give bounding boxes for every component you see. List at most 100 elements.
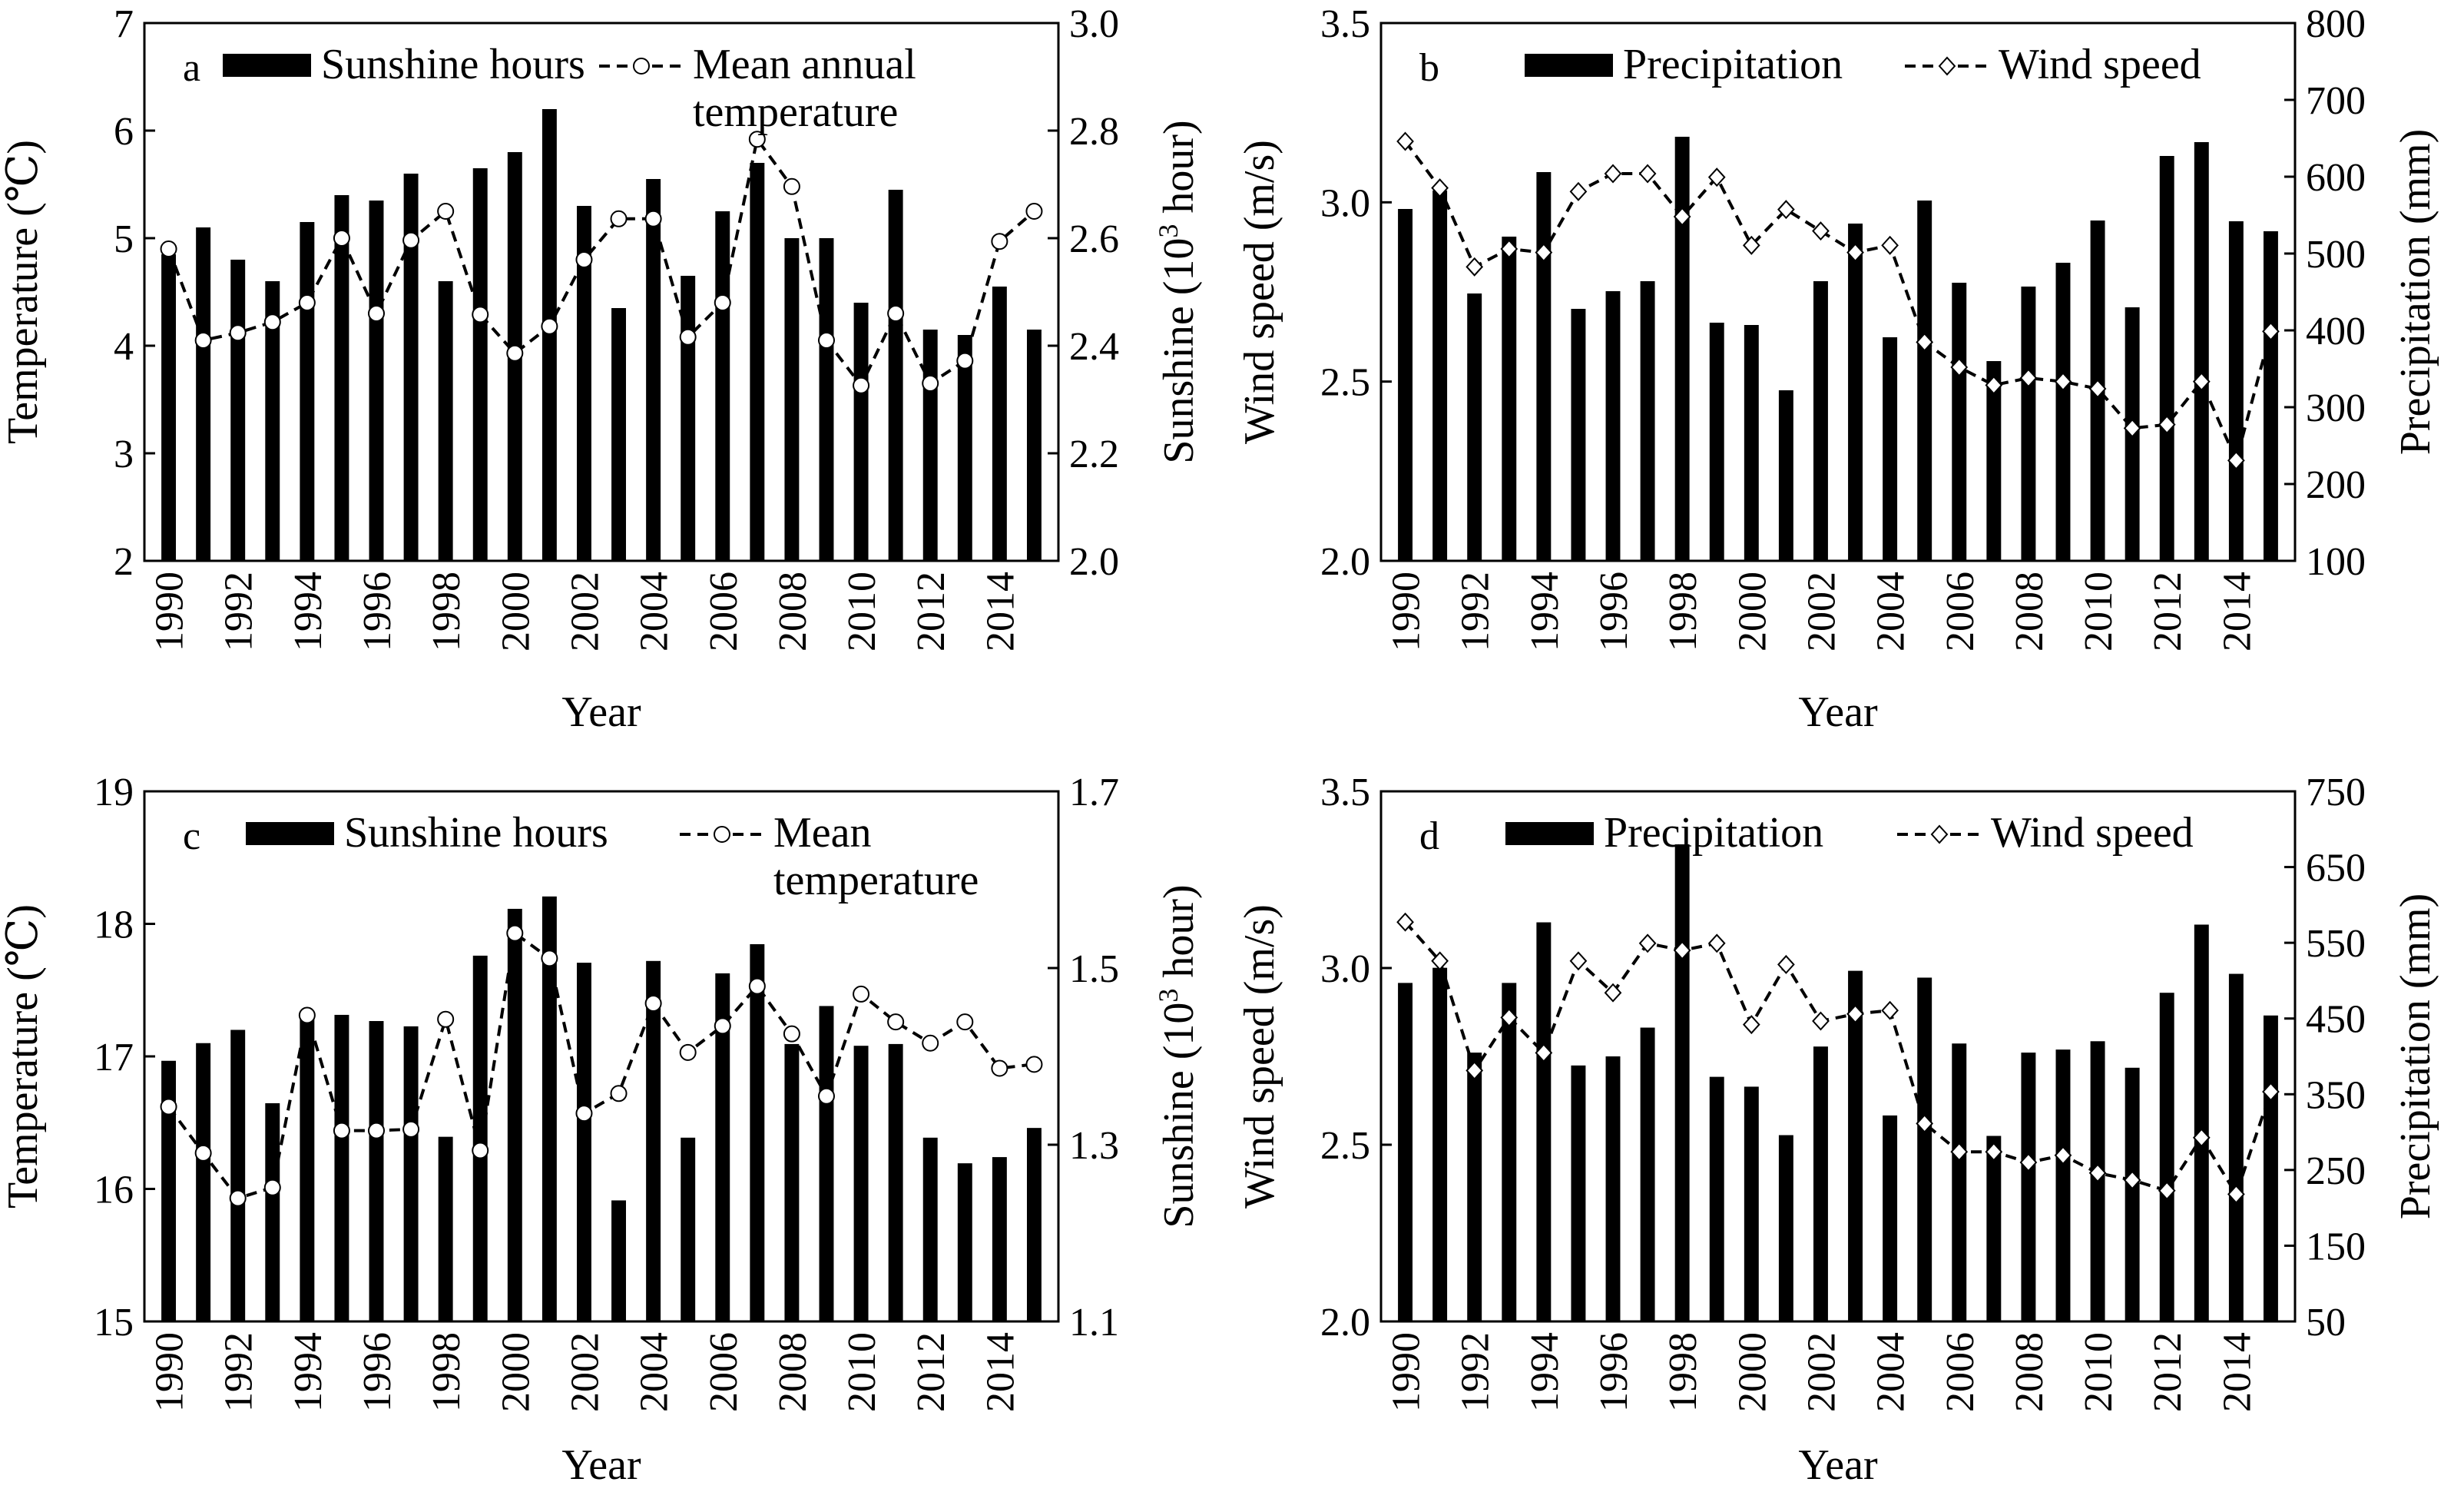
bar-precipitation-2001	[1778, 390, 1793, 561]
line-point-2013	[956, 352, 974, 370]
bar-precipitation-2008	[2021, 1053, 2036, 1321]
line-point-2007	[1985, 1142, 2003, 1162]
line-point-1994	[298, 294, 316, 311]
x-tick-label: 1996	[356, 1332, 399, 1412]
bar-sunshine-hours-2006	[715, 973, 730, 1321]
right-axis-title: Sunshine (103 hour)	[1153, 884, 1203, 1228]
line-point-2009	[2054, 372, 2072, 392]
bar-precipitation-2006	[1952, 1043, 1967, 1321]
bar-precipitation-1999	[1709, 1076, 1724, 1321]
bar-sunshine-hours-2001	[541, 109, 557, 561]
bar-sunshine-hours-2010	[853, 1046, 869, 1321]
bar-precipitation-1990	[1398, 209, 1413, 561]
line-point-2005	[679, 328, 697, 346]
line-point-1997	[402, 231, 420, 249]
line-point-1998	[1673, 940, 1691, 960]
bar-sunshine-hours-1997	[403, 1026, 419, 1321]
line-point-1993	[1500, 239, 1518, 259]
bar-sunshine-hours-2011	[888, 1043, 903, 1321]
legend-line-marker	[714, 826, 730, 843]
line-point-2004	[644, 995, 662, 1012]
x-tick-label: 1996	[356, 572, 399, 652]
right-tick-label: 1.7	[1069, 771, 1119, 814]
line-point-1997	[1638, 933, 1657, 953]
bar-precipitation-1993	[1502, 237, 1517, 561]
line-point-2013	[2192, 1128, 2211, 1148]
line-point-2012	[2158, 415, 2176, 435]
bar-precipitation-2012	[2159, 156, 2174, 561]
legend-bar-label: Sunshine hours	[344, 809, 608, 857]
line-point-2009	[2054, 1146, 2072, 1165]
right-tick-label: 2.4	[1069, 325, 1119, 369]
bar-precipitation-2006	[1952, 283, 1967, 561]
x-tick-label: 1998	[425, 1332, 469, 1412]
line-point-2006	[714, 294, 731, 311]
bar-precipitation-2015	[2263, 231, 2278, 561]
line-point-2004	[644, 210, 662, 227]
left-axis-title: Temperature (℃)	[0, 140, 47, 444]
bar-precipitation-1997	[1640, 1027, 1655, 1321]
bar-sunshine-hours-1996	[369, 1021, 384, 1321]
bar-sunshine-hours-1999	[472, 168, 488, 561]
x-tick-label: 2010	[840, 572, 884, 652]
bar-sunshine-hours-2004	[646, 960, 661, 1321]
x-tick-label: 2008	[771, 572, 815, 652]
bar-sunshine-hours-1992	[230, 260, 246, 561]
plot-frame	[1379, 22, 2297, 562]
bar-precipitation-2002	[1813, 281, 1828, 561]
bar-sunshine-hours-1994	[300, 1016, 315, 1321]
line-point-2012	[922, 375, 939, 392]
bar-precipitation-2009	[2055, 263, 2071, 561]
bar-precipitation-1995	[1571, 309, 1586, 561]
legend-bar-label: Precipitation	[1604, 809, 1823, 857]
line-point-2001	[541, 950, 558, 967]
left-tick-label: 2.5	[1320, 1124, 1370, 1168]
line-point-1990	[160, 1098, 177, 1116]
right-tick-label: 750	[2306, 771, 2366, 814]
legend-line-marker	[633, 58, 650, 75]
x-axis-title: Year	[1798, 688, 1878, 736]
line-point-1995	[333, 1122, 350, 1139]
right-tick-label: 150	[2306, 1225, 2366, 1268]
line-point-1995	[333, 230, 350, 247]
bar-precipitation-1999	[1709, 323, 1724, 561]
bar-sunshine-hours-2000	[507, 908, 522, 1321]
line-point-1996	[368, 1122, 386, 1139]
line-point-2005	[1916, 332, 1934, 352]
bar-precipitation-1997	[1640, 281, 1655, 561]
bar-precipitation-2005	[1917, 201, 1932, 561]
line-point-1991	[194, 332, 212, 349]
line-point-2008	[2019, 368, 2038, 388]
bar-precipitation-1992	[1467, 293, 1482, 561]
bar-precipitation-2000	[1744, 1086, 1759, 1321]
line-point-2000	[506, 344, 524, 362]
line-point-2010	[853, 985, 870, 1003]
x-tick-label: 2010	[840, 1332, 884, 1412]
bar-sunshine-hours-2010	[853, 303, 869, 561]
x-tick-label: 2010	[2077, 1332, 2121, 1412]
bar-precipitation-1998	[1674, 137, 1690, 561]
bar-precipitation-2004	[1883, 337, 1898, 561]
line-point-2001	[1777, 200, 1795, 220]
line-point-2015	[2262, 1082, 2280, 1102]
right-tick-label: 300	[2306, 386, 2366, 430]
panel-letter: d	[1419, 814, 1439, 858]
legend-bar-swatch	[246, 822, 334, 845]
x-tick-label: 1996	[1592, 572, 1636, 652]
right-tick-label: 600	[2306, 156, 2366, 200]
right-tick-label: 2.8	[1069, 110, 1119, 154]
line-point-1998	[437, 1010, 455, 1028]
x-tick-label: 2012	[909, 1332, 953, 1412]
line-point-2000	[506, 924, 524, 942]
bar-precipitation-2012	[2159, 993, 2174, 1321]
line-point-2001	[1777, 954, 1795, 974]
panel-c: 15 16 17 18 19 1.1 1.3 1.5 1.7 1990 1992 1994 1996 19…	[0, 771, 1203, 1489]
right-tick-label: 700	[2306, 79, 2366, 123]
right-tick-label: 1.3	[1069, 1124, 1119, 1168]
bar-precipitation-1993	[1502, 983, 1517, 1321]
right-tick-label: 550	[2306, 922, 2366, 966]
x-tick-label: 1998	[1661, 572, 1705, 652]
line-point-2012	[2158, 1181, 2176, 1201]
x-tick-label: 2012	[909, 572, 953, 652]
